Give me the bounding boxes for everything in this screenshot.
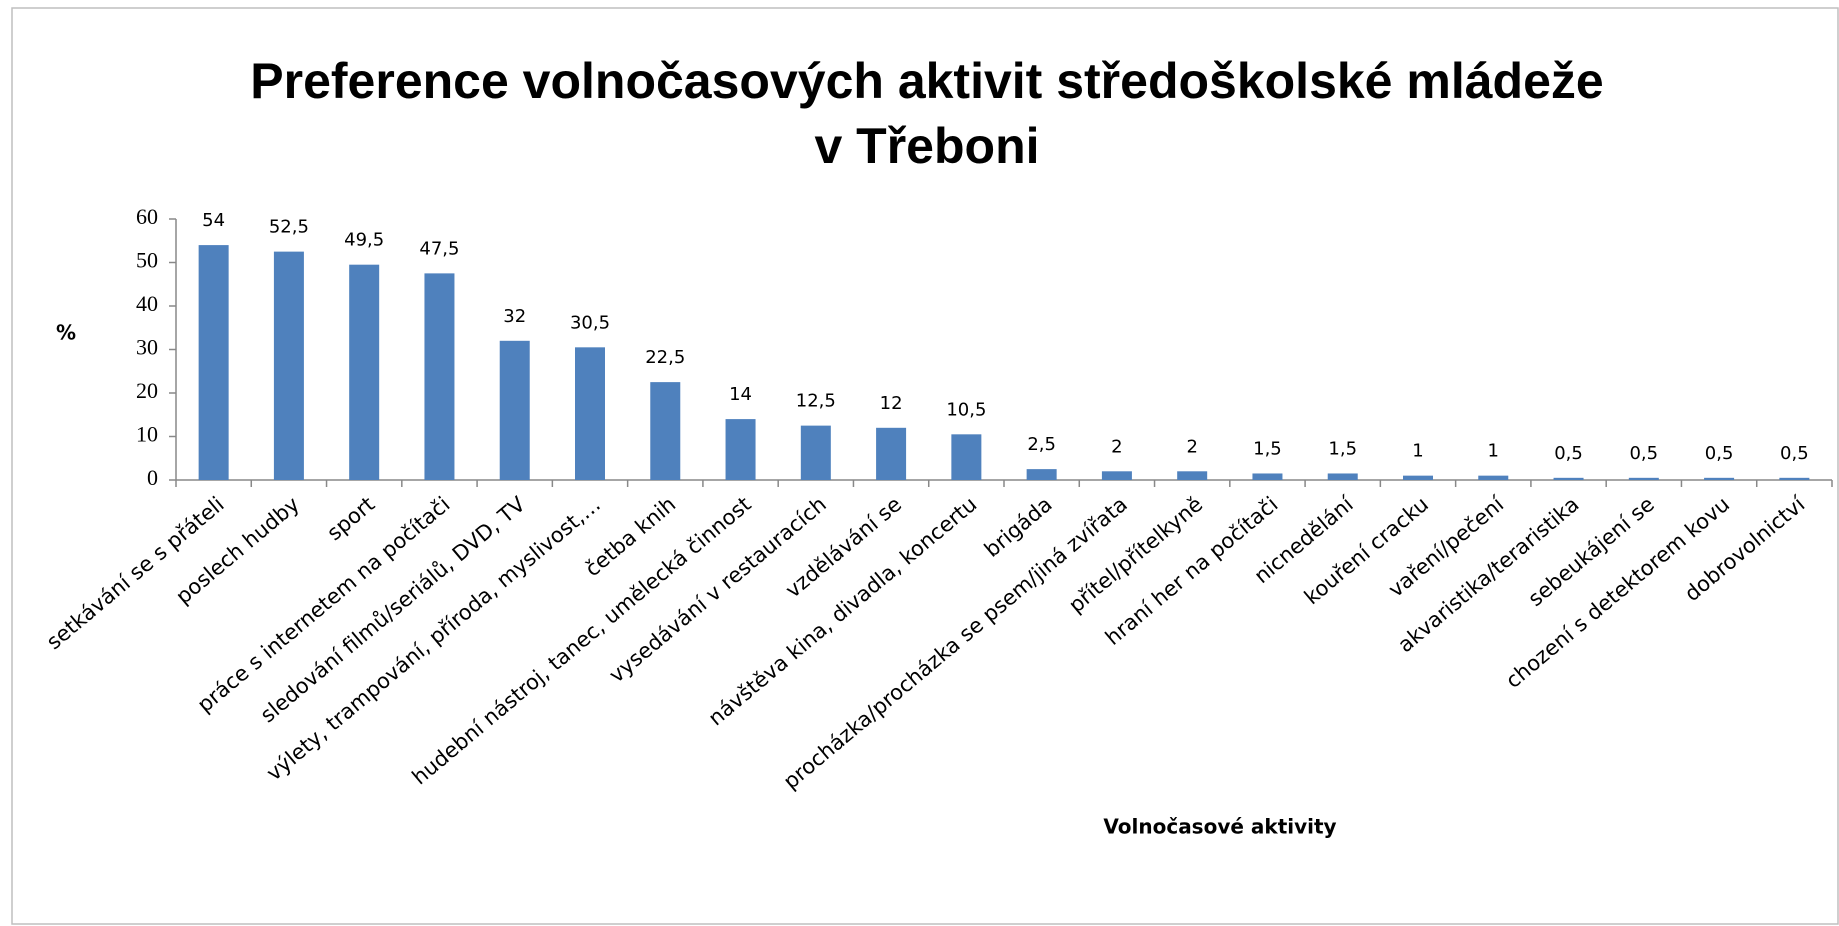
y-tick-label: 0 — [147, 465, 158, 490]
chart-title: v Třeboni — [814, 118, 1039, 174]
data-label: 14 — [729, 384, 752, 405]
bar — [650, 382, 681, 480]
data-label: 1 — [1412, 441, 1423, 462]
bar — [1252, 473, 1283, 480]
x-tick-label: výlety, trampování, příroda, myslivost,… — [262, 492, 605, 785]
data-label: 32 — [503, 306, 526, 327]
bar — [800, 425, 831, 480]
x-tick-label: kouření cracku — [1300, 492, 1433, 609]
data-label: 0,5 — [1554, 443, 1583, 464]
data-label: 54 — [202, 210, 225, 231]
x-axis-title: Volnočasové aktivity — [1103, 815, 1336, 839]
y-tick-label: 10 — [136, 422, 158, 447]
y-tick-label: 60 — [136, 204, 158, 229]
data-label: 52,5 — [269, 217, 309, 238]
data-label: 1 — [1488, 441, 1499, 462]
bar — [876, 427, 907, 480]
bar — [1628, 477, 1659, 480]
data-label: 1,5 — [1253, 438, 1282, 459]
data-label: 0,5 — [1629, 443, 1658, 464]
data-label: 2,5 — [1027, 434, 1056, 455]
bar — [1327, 473, 1358, 480]
x-tick-label: sledování filmů/seriálů, DVD, TV — [256, 492, 530, 728]
bar — [1704, 477, 1735, 480]
y-tick-label: 40 — [136, 291, 158, 316]
bar — [1779, 477, 1810, 480]
data-label: 12 — [880, 393, 903, 414]
x-tick-label: sport — [322, 492, 379, 545]
data-label: 0,5 — [1705, 443, 1734, 464]
data-label: 10,5 — [946, 399, 986, 420]
bar — [1177, 471, 1208, 480]
data-label: 22,5 — [645, 347, 685, 368]
data-label: 30,5 — [570, 312, 610, 333]
chart-border — [11, 7, 1839, 925]
bar — [349, 264, 380, 480]
chart-title: Preference volnočasových aktivit středoš… — [250, 53, 1603, 109]
bar — [1403, 475, 1433, 480]
data-label: 2 — [1111, 436, 1122, 457]
bar — [424, 273, 455, 480]
x-tick-label: přítel/přítelkyně — [1064, 492, 1207, 618]
bar — [499, 340, 530, 480]
y-tick-label: 30 — [136, 335, 158, 360]
data-label: 2 — [1186, 436, 1197, 457]
bar — [575, 347, 605, 480]
bar — [1553, 477, 1584, 480]
bar — [725, 419, 756, 480]
data-label: 12,5 — [796, 391, 836, 412]
data-label: 1,5 — [1328, 438, 1357, 459]
data-label: 0,5 — [1780, 443, 1809, 464]
y-axis-title: % — [56, 321, 76, 345]
bar — [1101, 471, 1132, 480]
x-tick-label: procházka/procházka se psem/jiná zvířata — [779, 492, 1132, 794]
x-tick-label: návštěva kina, divadla, koncertu — [704, 492, 982, 730]
bar — [1026, 469, 1057, 480]
data-label: 47,5 — [419, 238, 459, 259]
bar — [951, 434, 982, 480]
y-tick-label: 50 — [136, 248, 158, 273]
x-tick-label: sebeukájení se — [1524, 492, 1659, 611]
bar — [273, 251, 304, 480]
bar — [1478, 475, 1509, 480]
y-tick-label: 20 — [136, 378, 158, 403]
bar — [198, 245, 229, 480]
data-label: 49,5 — [344, 230, 384, 251]
